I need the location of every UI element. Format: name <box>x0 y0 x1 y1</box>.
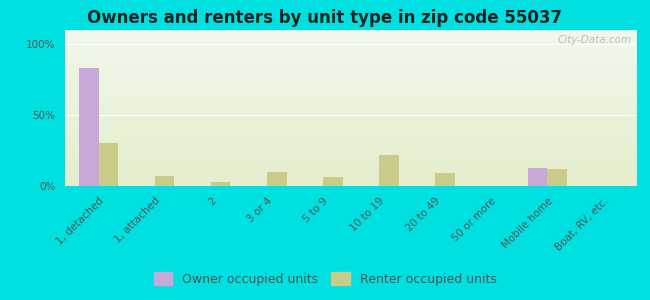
Bar <box>323 178 343 186</box>
Bar <box>99 143 118 186</box>
Text: Owners and renters by unit type in zip code 55037: Owners and renters by unit type in zip c… <box>88 9 562 27</box>
Bar <box>435 173 455 186</box>
Bar <box>528 168 547 186</box>
Bar <box>379 155 398 186</box>
Text: City-Data.com: City-Data.com <box>557 35 631 45</box>
Bar <box>155 176 174 186</box>
Bar <box>211 182 231 186</box>
Bar <box>547 169 567 186</box>
Bar <box>79 68 99 186</box>
Bar <box>267 172 287 186</box>
Legend: Owner occupied units, Renter occupied units: Owner occupied units, Renter occupied un… <box>148 267 502 291</box>
